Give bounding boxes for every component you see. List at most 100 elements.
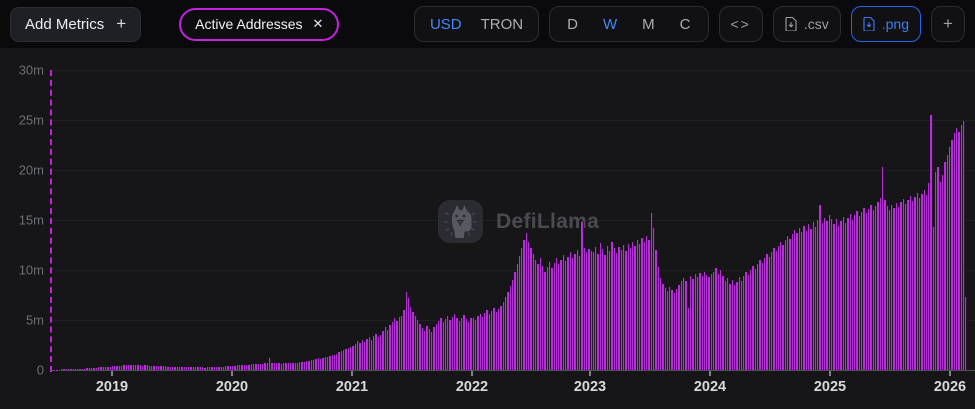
bar[interactable]	[350, 346, 353, 370]
bar[interactable]	[576, 250, 579, 370]
bar[interactable]	[595, 247, 598, 370]
bar[interactable]	[165, 366, 168, 370]
bar[interactable]	[921, 194, 924, 370]
bar[interactable]	[465, 319, 468, 370]
bar[interactable]	[615, 253, 619, 370]
bar[interactable]	[333, 355, 337, 370]
bar[interactable]	[932, 227, 936, 370]
bar[interactable]	[729, 284, 732, 370]
bar[interactable]	[375, 334, 378, 370]
bar[interactable]	[100, 367, 103, 370]
bar[interactable]	[715, 268, 718, 370]
bar[interactable]	[881, 167, 885, 370]
bar[interactable]	[317, 358, 320, 370]
bar[interactable]	[763, 258, 767, 370]
bar[interactable]	[858, 216, 862, 370]
bar[interactable]	[805, 231, 808, 370]
bar[interactable]	[84, 368, 87, 370]
bar[interactable]	[306, 361, 309, 370]
bar[interactable]	[935, 172, 938, 370]
bar[interactable]	[239, 365, 242, 370]
bar[interactable]	[442, 322, 445, 370]
bar[interactable]	[578, 256, 582, 370]
bar[interactable]	[754, 269, 757, 370]
bar[interactable]	[694, 274, 697, 370]
bar[interactable]	[546, 267, 549, 370]
bar[interactable]	[262, 363, 265, 370]
bar[interactable]	[946, 155, 949, 370]
bar[interactable]	[183, 367, 186, 370]
bar[interactable]	[259, 364, 263, 370]
bar[interactable]	[569, 252, 572, 370]
bar[interactable]	[504, 297, 508, 370]
bar[interactable]	[759, 260, 762, 370]
bar[interactable]	[398, 317, 401, 370]
bar[interactable]	[176, 367, 179, 370]
bar[interactable]	[865, 213, 868, 370]
bar[interactable]	[493, 308, 496, 370]
bar[interactable]	[502, 302, 505, 370]
bar[interactable]	[706, 275, 709, 370]
bar[interactable]	[720, 270, 723, 370]
bar[interactable]	[898, 207, 901, 370]
bar[interactable]	[810, 229, 813, 370]
bar[interactable]	[553, 263, 556, 370]
bar[interactable]	[234, 365, 237, 370]
bar[interactable]	[447, 316, 450, 370]
bar[interactable]	[689, 276, 693, 370]
bar[interactable]	[555, 258, 559, 370]
bar[interactable]	[664, 288, 667, 370]
bar[interactable]	[188, 367, 191, 370]
bar[interactable]	[784, 240, 788, 370]
bar[interactable]	[539, 258, 542, 370]
bar[interactable]	[361, 340, 364, 370]
bar[interactable]	[252, 364, 256, 370]
bar[interactable]	[812, 222, 815, 370]
bar[interactable]	[902, 199, 905, 370]
bar[interactable]	[391, 322, 394, 370]
bar[interactable]	[313, 359, 316, 370]
bar[interactable]	[541, 266, 545, 370]
bar[interactable]	[516, 264, 519, 370]
bar[interactable]	[400, 316, 404, 370]
bar[interactable]	[893, 208, 896, 370]
bar[interactable]	[710, 274, 714, 370]
bar[interactable]	[819, 205, 822, 370]
bar[interactable]	[918, 198, 922, 370]
bar[interactable]	[588, 249, 591, 370]
bar[interactable]	[343, 350, 346, 370]
bar[interactable]	[102, 367, 105, 370]
bar[interactable]	[435, 324, 438, 370]
bar[interactable]	[699, 273, 702, 370]
bar[interactable]	[500, 306, 503, 370]
bar[interactable]	[229, 366, 233, 370]
bar[interactable]	[761, 263, 764, 370]
bar[interactable]	[206, 367, 209, 370]
bar[interactable]	[507, 292, 510, 370]
bar[interactable]	[472, 318, 475, 370]
bar[interactable]	[817, 220, 820, 370]
bar[interactable]	[958, 132, 961, 370]
bar[interactable]	[178, 366, 182, 370]
bar[interactable]	[870, 205, 873, 370]
bar[interactable]	[387, 330, 390, 370]
bar[interactable]	[222, 366, 226, 370]
bar[interactable]	[382, 331, 385, 370]
bar[interactable]	[322, 357, 325, 370]
bar[interactable]	[572, 258, 575, 370]
bar[interactable]	[86, 368, 89, 370]
bar[interactable]	[373, 336, 376, 370]
bar[interactable]	[770, 252, 774, 370]
bar[interactable]	[403, 310, 406, 370]
bar[interactable]	[282, 363, 286, 370]
bar[interactable]	[844, 223, 848, 370]
bar[interactable]	[796, 233, 799, 370]
bar[interactable]	[162, 366, 165, 370]
bar[interactable]	[412, 312, 415, 370]
bar[interactable]	[930, 115, 933, 370]
interval-option-daily[interactable]: D	[567, 15, 578, 33]
bar[interactable]	[137, 364, 140, 370]
bar[interactable]	[585, 252, 589, 370]
bar[interactable]	[93, 367, 96, 370]
bar[interactable]	[273, 363, 276, 370]
